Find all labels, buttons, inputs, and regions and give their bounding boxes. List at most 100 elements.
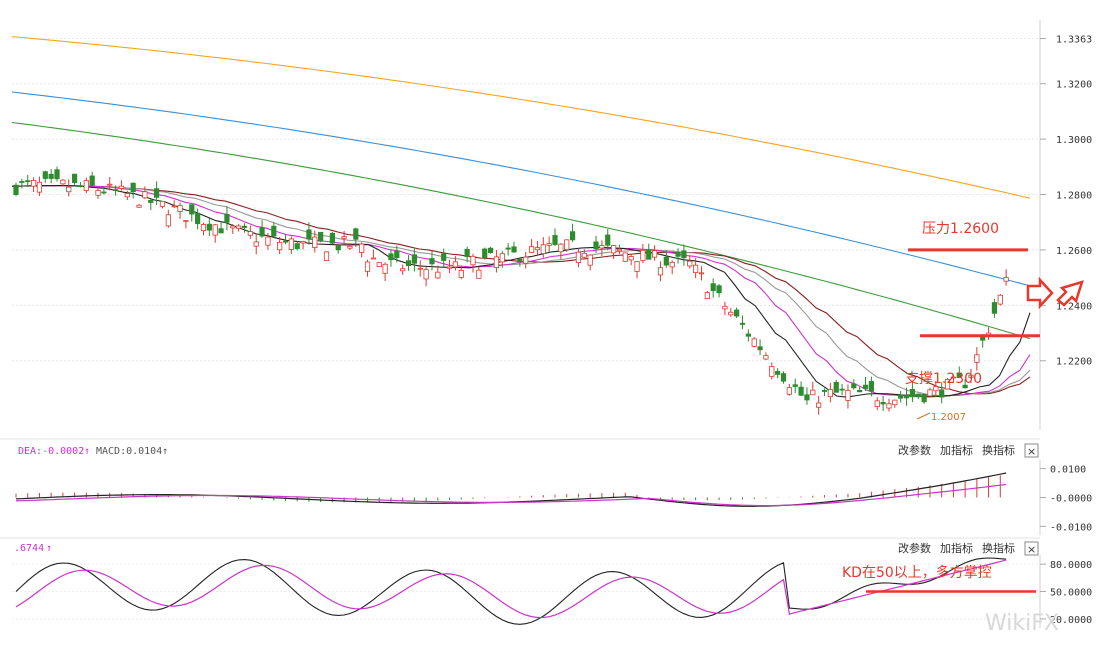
candle-body (763, 355, 769, 360)
moving-average-line (11, 36, 1031, 199)
candle-body (716, 285, 722, 294)
macd-add-indicator-button[interactable]: 加指标 (940, 443, 973, 457)
candle-body (728, 311, 734, 316)
candle-body (675, 252, 681, 257)
main-price-grid (12, 38, 1040, 362)
kd-up-icon: ↑ (46, 543, 52, 554)
candle-body (195, 212, 201, 225)
candle-body (83, 180, 89, 191)
kd-params-button[interactable]: 改参数 (898, 541, 931, 555)
candle-body (956, 372, 962, 379)
candle-body (77, 185, 84, 188)
candle-body (974, 354, 980, 363)
candle-body (505, 247, 511, 250)
candle-body (476, 269, 482, 279)
candle-body (382, 263, 388, 274)
macd-histogram (15, 475, 1001, 503)
candle-body (640, 249, 646, 261)
candle-body (652, 250, 658, 258)
resistance-label: 压力1.2600 (922, 221, 999, 237)
kd-close-button[interactable]: × (1024, 541, 1039, 556)
candle-body (769, 366, 775, 377)
candle-body (230, 225, 236, 229)
candle-body (886, 403, 892, 409)
candle-body (247, 231, 253, 236)
candle-body (464, 248, 470, 257)
close-icon[interactable]: × (1027, 543, 1036, 556)
candle-body (277, 242, 283, 251)
kd-value-label: .6744 (14, 543, 44, 554)
candle-body (517, 258, 523, 263)
macd-dea-line (15, 483, 1007, 507)
low-price-label: 1.2007 (931, 412, 966, 423)
candle-body (593, 241, 599, 250)
candle-body (142, 191, 148, 199)
candle-body (857, 389, 863, 393)
candle-body (710, 283, 716, 291)
moving-average-lines (11, 36, 1031, 398)
kd-switch-indicator-button[interactable]: 换指标 (982, 541, 1015, 555)
candle-body (845, 389, 851, 401)
candle-body (364, 261, 371, 272)
candle-body (482, 248, 488, 259)
candle-body (236, 225, 242, 229)
candle-body (734, 309, 740, 317)
macd-params-button[interactable]: 改参数 (898, 443, 931, 457)
candle-body (757, 346, 763, 351)
close-icon[interactable]: × (1027, 445, 1036, 458)
candle-body (19, 181, 25, 183)
candle-body (1003, 277, 1009, 282)
candle-body (206, 223, 212, 231)
candle-body (405, 260, 412, 267)
candle-body (25, 180, 31, 183)
candle-body (493, 256, 500, 269)
low-arrow-icon (916, 412, 931, 420)
candle-body (599, 245, 605, 249)
candle-body (282, 240, 289, 243)
candle-body (323, 251, 330, 262)
candle-body (218, 228, 224, 234)
candle-body (693, 264, 699, 274)
macd-switch-indicator-button[interactable]: 换指标 (982, 443, 1015, 457)
candle-body (452, 261, 459, 268)
candle-body (376, 262, 382, 268)
close-box[interactable] (1024, 443, 1039, 458)
candle-body (523, 256, 529, 264)
close-box[interactable] (1024, 541, 1039, 556)
candle-body (124, 193, 130, 198)
candle-body (534, 247, 541, 251)
candle-body (154, 188, 160, 198)
candle-body (698, 272, 705, 275)
candle-body (775, 371, 781, 375)
candle-body (892, 399, 898, 406)
candle-body (306, 229, 312, 240)
candle-body (312, 236, 318, 249)
macd-panel: DEA:-0.0002 ↑ MACD:0.0104 ↑ 改参数 加指标 换指标 … (0, 438, 1092, 535)
candle-body (148, 200, 154, 203)
candle-body (271, 225, 277, 237)
candle-body (42, 171, 48, 179)
candle-body (66, 186, 72, 193)
kd-tick-label: 50.0000 (1050, 588, 1092, 599)
candle-body (423, 269, 429, 280)
candle-body (669, 262, 675, 268)
candle-body (552, 235, 558, 245)
candle-body (898, 394, 904, 399)
candle-body (318, 231, 324, 242)
macd-close-button[interactable]: × (1024, 443, 1039, 458)
kd-annotation: KD在50以上，多方掌控 (842, 564, 992, 581)
candlesticks (13, 166, 1009, 415)
candle-body (798, 386, 804, 396)
candle-body (622, 252, 628, 262)
candle-body (810, 389, 816, 396)
watermark: WikiFX (985, 611, 1059, 636)
candle-body (821, 390, 828, 392)
moving-average-line (11, 185, 1031, 398)
candle-body (862, 384, 869, 389)
candle-body (48, 173, 54, 179)
candle-body (54, 169, 60, 180)
candle-body (751, 338, 757, 347)
kd-add-indicator-button[interactable]: 加指标 (940, 541, 973, 555)
candle-body (564, 239, 570, 251)
candle-body (71, 173, 78, 183)
